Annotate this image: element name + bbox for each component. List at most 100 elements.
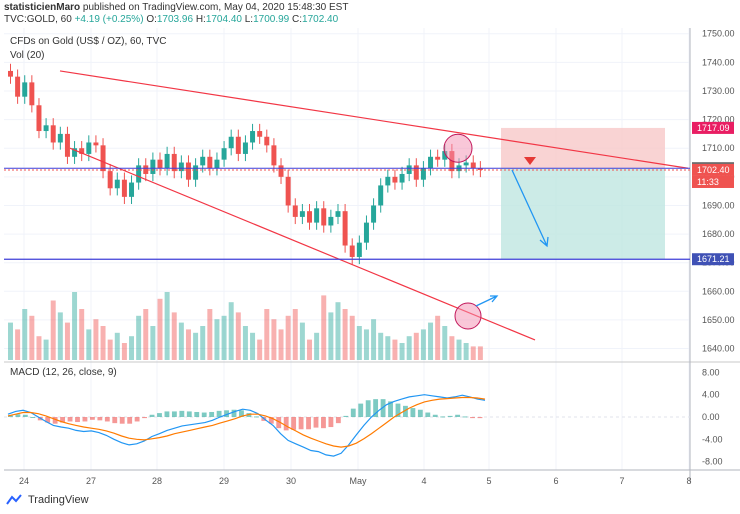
candle-body: [86, 142, 92, 154]
volume-bar: [235, 312, 241, 360]
macd-line: [7, 394, 486, 457]
macd-histogram-bar: [119, 417, 125, 424]
macd-histogram-bar: [276, 417, 282, 429]
tradingview-logo[interactable]: TradingView: [6, 494, 89, 506]
candle-body: [285, 176, 291, 206]
upper-trendline: [59, 70, 689, 169]
open-label: O:: [146, 14, 157, 25]
volume-bar: [72, 292, 78, 360]
volume-bar: [107, 339, 113, 360]
macd-histogram-bar: [89, 417, 95, 420]
ohlc-line: TVC:GOLD, 60 +4.19 (+0.25%) O:1703.96 H:…: [4, 14, 338, 25]
time-tick-label: 30: [286, 476, 296, 486]
volume-bar: [36, 336, 42, 360]
candle-body: [342, 211, 348, 246]
macd-histogram-bar: [134, 417, 140, 422]
volume-bar: [114, 332, 120, 360]
price-tick-label: 1740.00: [702, 57, 735, 67]
macd-histogram-bar: [462, 416, 468, 418]
macd-histogram-bar: [15, 414, 21, 417]
stop-loss-zone: [501, 127, 665, 169]
macd-histogram-bar: [127, 417, 133, 424]
volume-bar: [214, 319, 220, 360]
time-tick-label: 29: [219, 476, 229, 486]
candle-body: [178, 162, 184, 172]
price-tick-label: 1750.00: [702, 29, 735, 39]
brand-name: TradingView: [28, 494, 89, 506]
price-badge-label: 1717.09: [697, 123, 730, 133]
macd-histogram-bar: [477, 417, 483, 419]
volume-bar: [157, 298, 163, 360]
candle-body: [114, 179, 120, 189]
volume-bar: [371, 319, 377, 360]
macd-histogram-bar: [171, 411, 177, 417]
volume-legend: Vol (20): [10, 50, 45, 61]
candle-body: [171, 153, 177, 172]
candle-body: [292, 205, 298, 217]
macd-histogram-bar: [45, 417, 51, 423]
price-tick-label: 1690.00: [702, 200, 735, 210]
volume-bar: [250, 332, 256, 360]
macd-histogram-bar: [224, 410, 229, 417]
macd-histogram-bar: [380, 399, 386, 417]
volume-bar: [86, 329, 92, 360]
price-tick-label: 1660.00: [702, 286, 735, 296]
time-tick-label: 4: [421, 476, 426, 486]
volume-bar: [463, 343, 469, 360]
highlight-circle-price: [443, 133, 473, 163]
signal-line: [7, 396, 486, 448]
candle-body: [100, 145, 106, 172]
candle-body: [463, 162, 469, 166]
volume-bar: [50, 300, 56, 360]
volume-bar: [100, 326, 106, 360]
price-badge: [692, 121, 734, 134]
candle-body: [221, 148, 227, 160]
macd-histogram-bar: [283, 417, 289, 431]
candle-body: [435, 156, 441, 160]
candle-body: [349, 245, 355, 257]
price-tick-label: 1650.00: [702, 315, 735, 325]
candle-body: [121, 179, 127, 197]
candle-body: [257, 131, 263, 137]
author-name[interactable]: statisticienMaro: [4, 2, 81, 13]
macd-histogram-bar: [268, 417, 274, 424]
volume-bar: [335, 302, 341, 360]
volume-bar: [22, 309, 28, 360]
macd-histogram-bar: [335, 417, 341, 424]
macd-histogram-bar: [67, 417, 73, 422]
volume-bar: [171, 312, 177, 360]
volume-bar: [435, 315, 441, 360]
candle-body: [8, 70, 13, 77]
candle-body: [242, 142, 248, 154]
time-tick-label: 24: [19, 476, 29, 486]
close-label: C:: [292, 14, 303, 25]
macd-histogram-bar: [403, 405, 408, 417]
volume-bar: [420, 329, 426, 360]
price-badge: [692, 175, 734, 188]
macd-histogram-bar: [410, 408, 416, 417]
candle-body: [314, 208, 320, 223]
macd-histogram-bar: [216, 410, 222, 417]
volume-bar: [64, 322, 70, 360]
volume-bar: [314, 332, 320, 360]
macd-histogram-bar: [179, 410, 185, 417]
macd-histogram-bar: [470, 417, 475, 419]
macd-histogram-bar: [104, 417, 110, 422]
macd-histogram-bar: [142, 417, 148, 419]
macd-histogram-bar: [358, 403, 364, 417]
macd-tick-label: 8.00: [702, 367, 720, 377]
candle-body: [93, 142, 99, 146]
macd-histogram-bar: [8, 415, 13, 417]
macd-histogram-bar: [440, 416, 446, 418]
macd-histogram-bar: [432, 414, 438, 417]
volume-bar: [200, 326, 206, 360]
candle-body: [264, 136, 270, 146]
time-tick-label: 8: [686, 476, 691, 486]
macd-histogram-bar: [328, 417, 334, 428]
candle-body: [235, 136, 241, 154]
time-tick-label: May: [349, 476, 367, 486]
volume-bar: [477, 346, 483, 360]
volume-bar: [264, 309, 270, 360]
candle-body: [79, 148, 85, 154]
